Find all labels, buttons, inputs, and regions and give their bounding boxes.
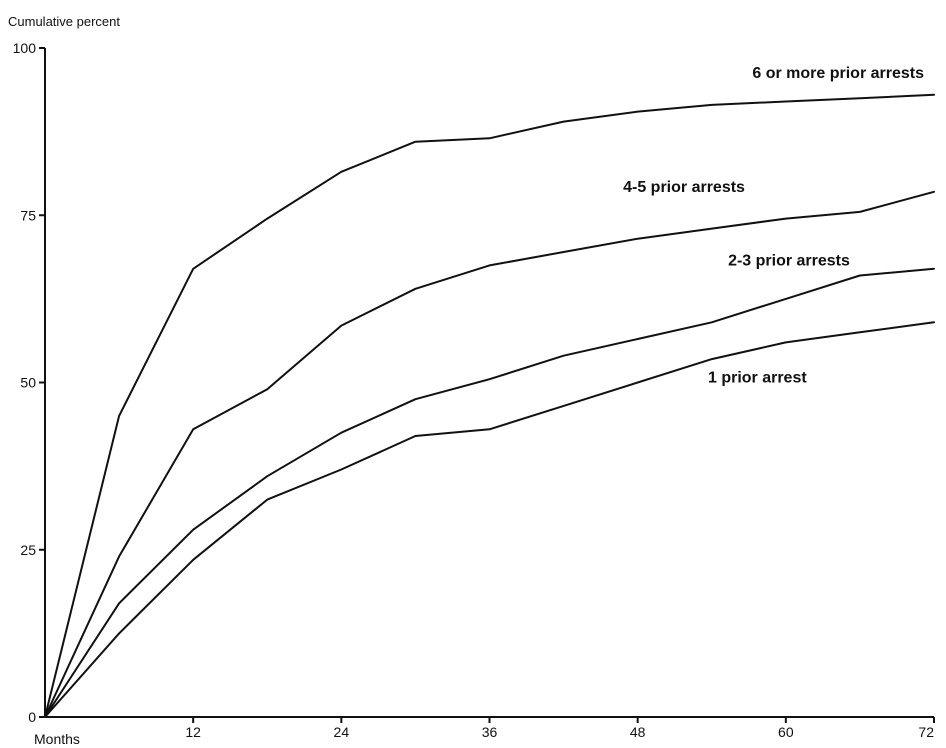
series-lines <box>44 93 935 718</box>
series-label-1: 6 or more prior arrests <box>752 65 924 82</box>
series-label-2: 4-5 prior arrests <box>623 179 745 196</box>
series-line-4 <box>44 321 935 718</box>
x-tick-label: 36 <box>482 724 498 740</box>
y-tick-label: 50 <box>20 375 36 391</box>
y-axis-label: Cumulative percent <box>8 14 120 29</box>
y-tick-label: 25 <box>20 542 36 558</box>
x-tick-label: 60 <box>778 724 794 740</box>
series-label-3: 2-3 prior arrests <box>728 252 850 269</box>
x-tick-label: 24 <box>334 724 350 740</box>
y-tick-label: 0 <box>28 709 36 725</box>
y-tick-label: 75 <box>20 207 36 223</box>
x-tick-label: 72 <box>918 724 934 740</box>
x-axis-ticks: 12 24 36 48 60 72 <box>185 717 935 740</box>
series-line-2 <box>44 190 935 718</box>
series-label-4: 1 prior arrest <box>708 370 807 387</box>
series-labels: 6 or more prior arrests 4-5 prior arrests… <box>623 65 924 386</box>
series-line-1 <box>44 93 935 718</box>
x-axis-label: Months <box>34 731 80 747</box>
y-axis-ticks: 0 25 50 75 100 <box>13 40 45 725</box>
x-tick-label: 48 <box>630 724 646 740</box>
series-line-3 <box>44 267 935 718</box>
y-tick-label: 100 <box>13 40 37 56</box>
x-tick-label: 12 <box>185 724 201 740</box>
